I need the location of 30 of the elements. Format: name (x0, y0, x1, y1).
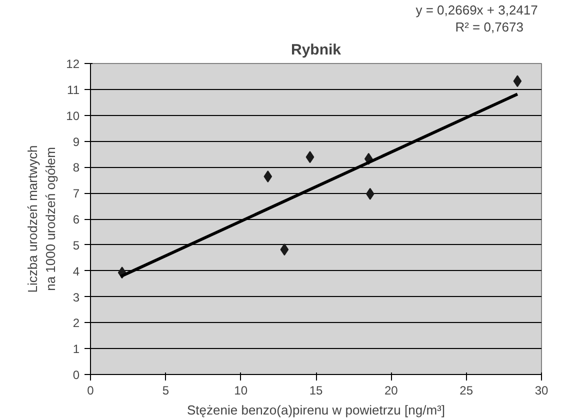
y-tick-label: 5 (72, 238, 80, 252)
point (306, 151, 314, 164)
y-tick-label: 12 (66, 57, 80, 71)
y-tick-label: 7 (72, 186, 80, 201)
text: R² = 0,7673 (455, 20, 524, 34)
point (366, 188, 374, 200)
text: y = 0,2669x + 3,2417 (416, 2, 538, 18)
x-tick-label: 15 (309, 384, 323, 398)
x-axis-title: Stężenie benzo(a)pirenu w powietrzu [ng/m³] (187, 402, 445, 418)
x-tick-label: 20 (384, 384, 398, 398)
y-tick-label: 4 (72, 264, 80, 278)
y-tick-label: 11 (67, 82, 80, 97)
x-tick-label: 10 (234, 384, 248, 398)
x-tick-label: 5 (162, 384, 170, 398)
y-tick-label: 6 (72, 212, 80, 226)
y-tick-label: 10 (66, 108, 80, 123)
y-tick-label: 9 (72, 134, 80, 149)
x-tick-label: 25 (460, 384, 474, 398)
y-tick-label: 0 (72, 368, 80, 382)
x-tick-label: 30 (534, 384, 548, 398)
y-tick-label: 2 (72, 316, 80, 330)
y-tick-label: 1 (72, 342, 80, 356)
y-tick-label: 8 (72, 160, 80, 175)
y-axis-title: Liczba urodzeń martwych na 1000 urodzeń ogółem (25, 145, 58, 293)
x-tick-label: 0 (87, 384, 94, 398)
point (264, 170, 272, 182)
chart-title: Rybnik (290, 42, 342, 58)
point (280, 244, 289, 256)
y-tick-label: 3 (72, 290, 80, 304)
point (513, 75, 522, 88)
